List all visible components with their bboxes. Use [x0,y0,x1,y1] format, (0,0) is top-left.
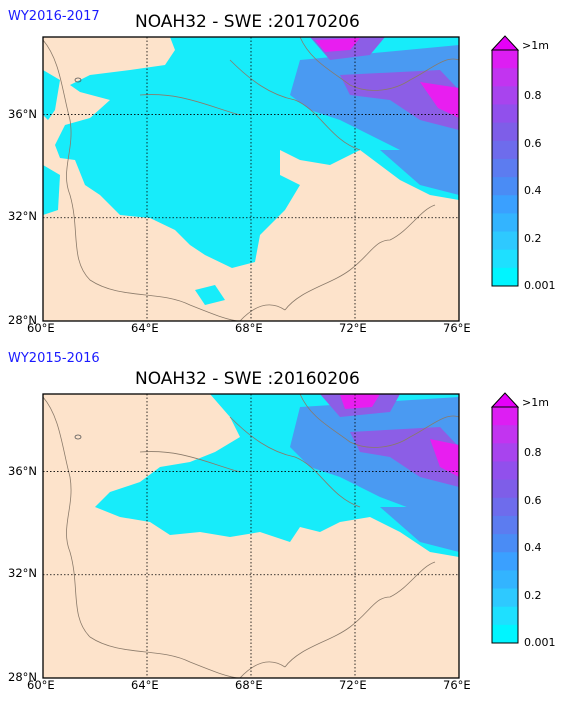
colorbar-segment [492,249,518,269]
colorbar-segment [492,534,518,553]
colorbar-segment [492,443,518,462]
colorbar-label-max: >1m [522,39,549,52]
country-border [42,39,241,322]
x-tick-76: 76°E [443,321,471,335]
country-border [139,94,241,116]
colorbar-extend-triangle [490,392,520,408]
colorbar-frame [491,406,519,644]
snow-cover-region [420,82,459,118]
colorbar-segment [492,624,518,644]
country-border [284,204,436,311]
colorbar-frame [491,49,519,287]
country-border [239,661,286,679]
colorbar [490,35,520,287]
y-tick-36: 36°N [8,107,37,121]
colorbar-segment [492,425,518,444]
map-plot [42,393,460,679]
water-year-label: WY2016-2017 [8,9,100,24]
plot-frame [42,393,460,679]
colorbar-label-0.6: 0.6 [524,137,542,150]
x-tick-68: 68°E [235,321,263,335]
colorbar-label-0.2: 0.2 [524,589,542,602]
colorbar [490,392,520,644]
colorbar-label-0.4: 0.4 [524,184,542,197]
colorbar-segment [492,213,518,233]
y-tick-28: 28°N [8,313,37,327]
lake [74,77,82,83]
colorbar-segment [492,497,518,517]
x-tick-68: 68°E [235,678,263,692]
colorbar-segment [492,231,518,251]
x-tick-72: 72°E [339,321,367,335]
country-border [42,396,241,679]
snow-cover-region [43,165,60,215]
country-border [299,36,460,91]
snow-cover-region [340,394,380,409]
x-tick-64: 64°E [131,678,159,692]
country-border [239,304,286,322]
chart-panel-2: WY2015-2016 NOAH32 - SWE :20160206 36°N … [0,351,561,714]
colorbar-label-0.8: 0.8 [524,446,542,459]
country-border [229,59,361,151]
x-tick-60: 60°E [27,678,55,692]
snow-cover-region [195,285,225,305]
colorbar-segment [492,158,518,178]
plot-frame [42,36,460,322]
x-tick-64: 64°E [131,321,159,335]
chart-title: NOAH32 - SWE :20170206 [135,12,360,32]
colorbar-label-min: 0.001 [524,279,556,292]
snow-cover-region [43,70,60,120]
country-border [229,416,361,508]
snow-cover-region [380,507,459,552]
y-tick-28: 28°N [8,670,37,684]
chart-panel-1: WY2016-2017 NOAH32 - SWE :20170206 36°N … [8,9,556,335]
map-plot [42,36,460,322]
colorbar-label-max: >1m [522,396,549,409]
colorbar-segment [492,86,518,105]
y-tick-36: 36°N [8,464,37,478]
snow-cover-region [430,439,459,477]
colorbar-segment [492,407,518,426]
colorbar-segment [492,140,518,160]
country-border [284,561,436,668]
snow-cover-region [315,38,360,52]
colorbar-segment [492,552,518,571]
snow-cover-region [380,150,459,195]
country-border [139,451,241,473]
country-border [299,393,460,448]
colorbar-segment [492,267,518,287]
colorbar-label-0.2: 0.2 [524,232,542,245]
colorbar-segment [492,461,518,481]
lake [74,434,82,440]
colorbar-segment [492,177,518,196]
colorbar-segment [492,588,518,608]
chart-title: NOAH32 - SWE :20160206 [135,369,360,389]
colorbar-label-0.6: 0.6 [524,494,542,507]
colorbar-label-0.4: 0.4 [524,541,542,554]
snow-cover-region [290,397,459,512]
water-year-label: WY2015-2016 [8,351,100,366]
colorbar-label-min: 0.001 [524,636,556,649]
colorbar-segment [492,104,518,124]
x-tick-76: 76°E [443,678,471,692]
colorbar-segment [492,122,518,142]
colorbar-segment [492,195,518,214]
y-tick-32: 32°N [8,209,37,223]
colorbar-segment [492,50,518,69]
y-tick-32: 32°N [8,566,37,580]
colorbar-label-0.8: 0.8 [524,89,542,102]
x-tick-60: 60°E [27,321,55,335]
colorbar-segment [492,606,518,626]
colorbar-segment [492,479,518,499]
colorbar-extend-triangle [490,35,520,51]
colorbar-segment [492,515,518,535]
x-tick-72: 72°E [339,678,367,692]
colorbar-segment [492,570,518,590]
colorbar-segment [492,68,518,87]
